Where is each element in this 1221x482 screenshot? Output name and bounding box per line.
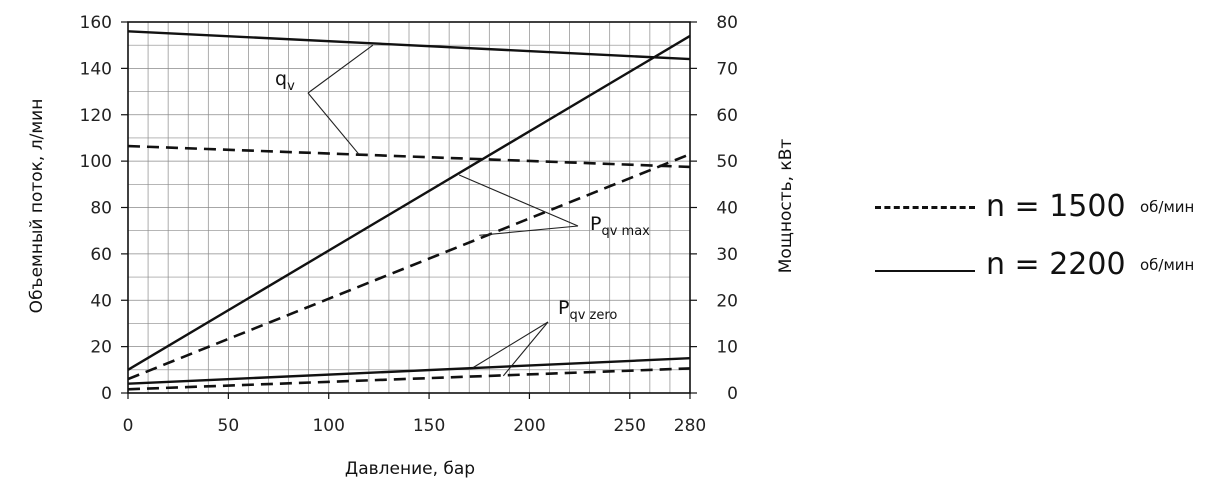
annotation-leader-pqvmax [458, 174, 579, 227]
annotation-label-qv: qv [275, 68, 295, 94]
series-line-p-qv-max-dashed [127, 152, 691, 381]
y-right-axis-title: Мощность, кВт [776, 139, 796, 274]
y-right-tick-label: 10 [716, 338, 738, 358]
legend-swatch-dashed [875, 206, 975, 209]
x-tick-label: 50 [218, 416, 240, 436]
x-tick-label: 150 [413, 416, 445, 436]
x-axis-title: Давление, бар [345, 459, 475, 479]
y-left-axis-title: Объемный поток, л/мин [27, 99, 47, 314]
legend-item-1500: n = 1500 об/мин [870, 186, 1215, 236]
y-left-tick-label: 0 [101, 384, 112, 404]
y-left-tick-label: 140 [80, 59, 112, 79]
annotation-leader-pqvzero [502, 321, 549, 377]
x-tick-label: 280 [674, 416, 706, 436]
series-lines [127, 30, 691, 391]
legend-label: n = 1500 [986, 189, 1126, 224]
series-line-p-qv-zero-solid [127, 357, 691, 385]
legend-unit: об/мин [1140, 198, 1195, 216]
y-right-tick-label: 0 [727, 384, 738, 404]
y-left-tick-label: 20 [90, 338, 112, 358]
y-left-tick-label: 160 [80, 13, 112, 33]
y-right-tick-label: 60 [716, 106, 738, 126]
annotation-leader-qv [307, 92, 360, 155]
series-line-p-qv-max-solid [127, 34, 691, 371]
y-left-tick-label: 60 [90, 245, 112, 265]
annotation-label-pqvzero: Pqv zero [558, 297, 617, 323]
legend-item-2200: n = 2200 об/мин [870, 244, 1215, 294]
y-right-tick-label: 40 [716, 199, 738, 219]
x-tick-label: 100 [312, 416, 344, 436]
grid [127, 21, 691, 394]
annotation-leader-qv [307, 44, 374, 94]
y-right-tick-label: 50 [716, 152, 738, 172]
annotation-leader-pqvzero [472, 321, 549, 368]
legend-label: n = 2200 [986, 247, 1126, 282]
y-left-tick-label: 120 [80, 106, 112, 126]
y-right-tick-label: 20 [716, 291, 738, 311]
tick-labels: 0 50 100 150 200 250 280 0 20 40 60 80 100 120 140 160 0… [80, 13, 738, 436]
y-left-tick-label: 100 [80, 152, 112, 172]
y-right-tick-label: 80 [716, 13, 738, 33]
x-tick-label: 200 [513, 416, 545, 436]
annotation-leader-pqvmax [479, 225, 579, 236]
y-left-tick-label: 40 [90, 291, 112, 311]
legend-swatch-solid [875, 270, 975, 272]
y-left-tick-label: 80 [90, 199, 112, 219]
y-right-tick-label: 30 [716, 245, 738, 265]
annotation-label-pqvmax: Pqv max [590, 213, 650, 239]
legend-unit: об/мин [1140, 256, 1195, 274]
x-tick-label: 0 [123, 416, 134, 436]
series-line-q-v-solid [127, 30, 691, 61]
annotations: qv Pqv max Pqv zero [275, 44, 650, 377]
y-right-tick-label: 70 [716, 59, 738, 79]
x-tick-label: 250 [614, 416, 646, 436]
